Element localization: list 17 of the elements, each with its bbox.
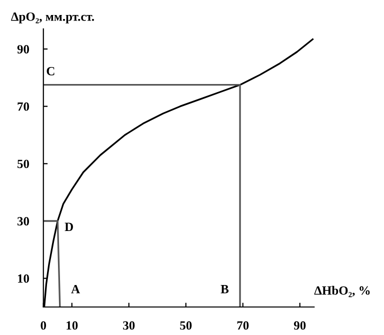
x-tick-label: 30 [123,321,135,330]
x-axis-title: ΔHbO₂, % [314,286,370,298]
x-tick-label: 70 [237,321,249,330]
y-tick-label: 50 [18,160,30,168]
y-tick-label: 90 [17,45,30,54]
x-tick-label: 0 [40,321,46,330]
x-tick-label: 90 [294,321,306,330]
annotation: A [71,284,80,294]
y-axis-title: ΔpO₂, мм.рт.ст. [11,12,94,24]
y-tick-label: 10 [18,274,30,283]
y-tick-label: 70 [18,102,30,111]
x-tick-label: 10 [66,321,78,330]
x-tick-label: 50 [180,321,192,330]
annotation: D [64,222,73,231]
annotation: C [46,66,54,76]
y-tick-label: 30 [17,217,30,226]
annotation: B [220,285,229,294]
